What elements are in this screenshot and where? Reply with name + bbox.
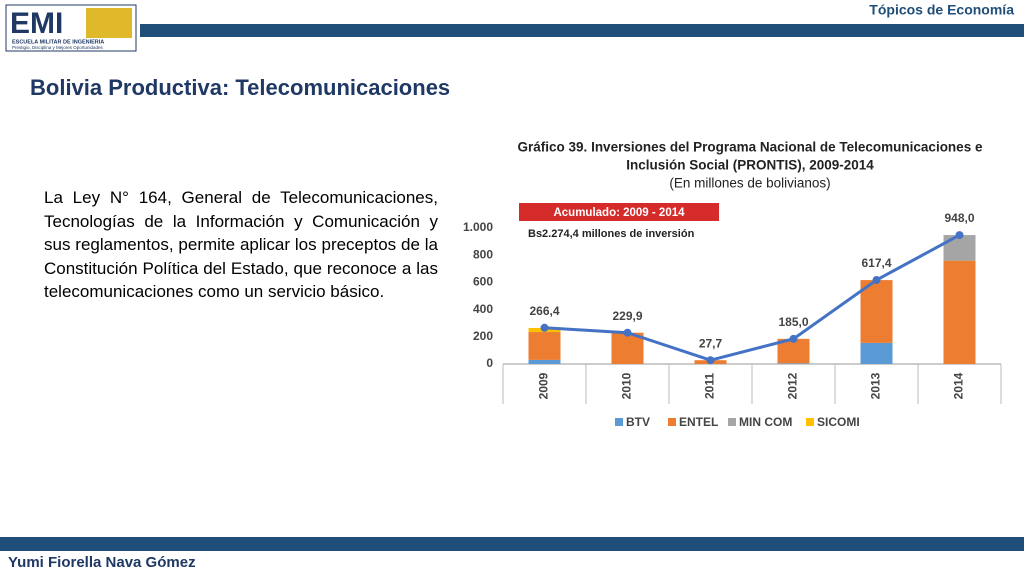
bar-segment (860, 280, 893, 343)
topic: Tópicos de Economía (869, 2, 1014, 18)
logo-castle (86, 8, 132, 38)
annotation: Bs2.274,4 millones de inversión (528, 228, 695, 240)
y-tick-label: 200 (473, 329, 493, 343)
x-tick-label: 2009 (537, 372, 551, 399)
data-label: 617,4 (861, 256, 891, 270)
bar-segment (777, 363, 810, 364)
annotation-box (519, 203, 719, 221)
legend-label: BTV (626, 415, 650, 429)
legend-label: MIN COM (739, 415, 792, 429)
x-tick-label: 2013 (869, 372, 883, 399)
y-tick-label: 0 (486, 356, 493, 370)
legend-swatch (806, 418, 814, 426)
y-tick-label: 600 (473, 275, 493, 289)
logo: EMI (10, 7, 63, 40)
slide-title: Bolivia Productiva: Telecomunicaciones (30, 75, 450, 100)
body-text: La Ley N° 164, General de Telecomunicaci… (44, 188, 438, 301)
line-point (623, 328, 632, 337)
x-tick-label: 2012 (786, 372, 800, 399)
line-point (789, 334, 798, 343)
y-tick-label: 1.000 (463, 220, 493, 234)
footer-name: Yumi Fiorella Nava Gómez (8, 554, 196, 571)
line-point (540, 323, 549, 332)
legend-swatch (668, 418, 676, 426)
bar-segment (611, 332, 644, 364)
data-label: 229,9 (612, 309, 642, 323)
y-tick-label: 800 (473, 247, 493, 261)
legend-label: ENTEL (679, 415, 718, 429)
bar-segment (528, 332, 561, 360)
legend-swatch (728, 418, 736, 426)
data-label: 27,7 (699, 336, 723, 350)
legend-label: SICOMI (817, 415, 860, 429)
chart-subtitle: (En millones de bolivianos) (669, 176, 830, 191)
bar-segment (528, 359, 561, 364)
y-tick-label: 400 (473, 302, 493, 316)
data-label: 266,4 (529, 304, 559, 318)
line-point (706, 356, 715, 365)
bar-segment (943, 260, 976, 364)
chart-title: Gráfico 39. Inversiones del Programa Nac… (518, 140, 983, 155)
legend-swatch (615, 418, 623, 426)
data-label: 185,0 (778, 315, 808, 329)
header-bar (140, 24, 1024, 37)
line-point (955, 231, 964, 240)
logo-school: ESCUELA MILITAR DE INGENIERIA (12, 39, 104, 45)
data-label: 948,0 (944, 211, 974, 225)
line-point (872, 276, 881, 285)
logo-motto: Prestigio, Disciplina y Mejores Oportuni… (12, 45, 104, 50)
bar-segment (860, 342, 893, 364)
line (544, 233, 961, 362)
annotation: Acumulado: 2009 - 2014 (553, 207, 685, 219)
x-tick-label: 2014 (952, 372, 966, 399)
footer-bar (0, 537, 1024, 551)
x-tick-label: 2011 (703, 373, 717, 399)
chart-title: Inclusión Social (PRONTIS), 2009-2014 (626, 158, 874, 173)
x-tick-label: 2010 (620, 372, 634, 399)
